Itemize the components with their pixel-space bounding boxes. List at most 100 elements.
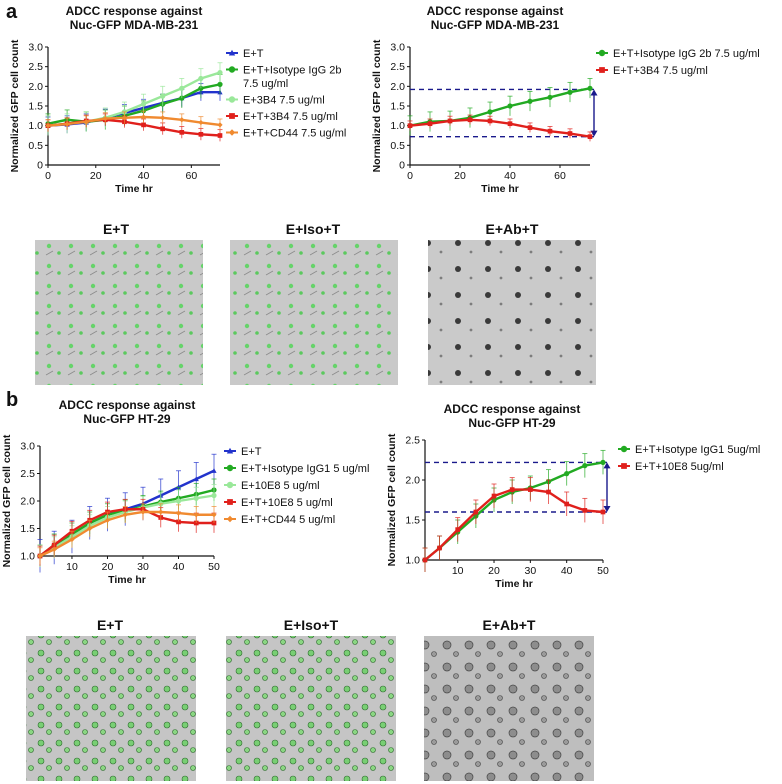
data-point: [567, 131, 573, 136]
data-point: [179, 85, 185, 91]
data-point: [193, 495, 199, 501]
y-tick-label: 2.5: [20, 468, 35, 480]
data-point: [140, 114, 147, 120]
legend-label: E+T+Isotype IgG 2b: [243, 65, 341, 77]
x-tick-label: 20: [488, 565, 500, 577]
x-tick-label: 60: [554, 170, 566, 182]
data-point: [158, 509, 164, 515]
y-tick-label: 0.5: [28, 140, 43, 152]
data-point: [51, 546, 57, 552]
y-tick-label: 1.0: [390, 120, 405, 132]
x-tick-label: 40: [561, 565, 573, 577]
series-line: [39, 494, 215, 558]
data-point: [587, 85, 593, 91]
legend-label: E+3B4 7.5 ug/ml: [243, 95, 325, 107]
y-tick-label: 1.0: [28, 120, 43, 132]
micrograph-b-et: [26, 636, 196, 781]
legend-marker: [228, 66, 236, 73]
data-point: [564, 501, 570, 507]
data-point: [527, 125, 533, 130]
y-axis-label: Normalized GFP cell count: [1, 434, 13, 567]
x-tick-label: 10: [452, 565, 464, 577]
legend-label: E+T+10E8 5 ug/ml: [241, 497, 333, 509]
y-tick-label: 2.0: [405, 475, 420, 487]
y-tick-label: 3.0: [28, 42, 43, 54]
series-line: [47, 115, 221, 127]
micrograph-b-label-2: E+Iso+T: [284, 617, 339, 633]
data-point: [547, 94, 553, 100]
x-tick-label: 20: [90, 170, 102, 182]
micrograph-a-ab: [428, 240, 596, 385]
y-tick-label: 1.5: [20, 523, 35, 535]
data-point: [160, 115, 166, 121]
data-point: [447, 118, 453, 124]
y-tick-label: 0: [37, 160, 43, 172]
x-tick-label: 50: [597, 565, 609, 577]
data-point: [160, 93, 166, 99]
x-tick-label: 50: [208, 561, 220, 573]
legend-label: E+T: [241, 446, 262, 458]
y-tick-label: 1.5: [390, 101, 405, 113]
panel-label-b: b: [6, 389, 18, 411]
micrograph-a-label-2: E+Iso+T: [286, 221, 341, 237]
y-tick-label: 2.5: [28, 61, 43, 73]
legend-marker: [228, 96, 236, 103]
data-point: [87, 525, 93, 532]
legend-label-continued: 7.5 ug/ml: [243, 78, 288, 90]
legend-label: E+T+3B4 7.5 ug/ml: [613, 65, 708, 77]
legend-marker: [226, 447, 234, 454]
legend-marker: [228, 129, 236, 136]
legend-label: E+T+Isotype IgG 2b 7.5 ug/ml: [613, 48, 760, 60]
legend-marker: [227, 499, 233, 505]
chart-title-line2: Nuc-GFP MDA-MB-231: [70, 18, 199, 32]
y-tick-label: 1.0: [405, 555, 420, 567]
legend-marker: [599, 67, 605, 73]
legend-marker: [226, 481, 234, 489]
legend-marker: [228, 49, 236, 56]
x-tick-label: 40: [173, 561, 185, 573]
y-tick-label: 3.0: [20, 441, 35, 453]
series-4: [45, 110, 223, 132]
data-point: [175, 510, 182, 516]
legend-marker: [621, 463, 627, 469]
y-tick-label: 2.0: [390, 81, 405, 93]
data-point: [582, 508, 588, 513]
data-point: [437, 545, 442, 551]
data-point: [507, 121, 513, 127]
data-point: [193, 476, 199, 482]
data-point: [407, 123, 413, 129]
x-tick-label: 30: [137, 561, 149, 573]
data-point: [102, 115, 108, 122]
series-1: [407, 114, 593, 142]
y-tick-label: 2.5: [390, 61, 405, 73]
chart-title-line1: ADCC response against: [66, 4, 203, 18]
x-tick-label: 0: [45, 170, 51, 182]
x-axis-label: Time hr: [108, 574, 146, 586]
x-tick-label: 40: [504, 170, 516, 182]
data-point: [564, 471, 570, 477]
series-line: [39, 510, 214, 558]
chart-title-line1: ADCC response against: [59, 398, 196, 412]
data-point: [141, 122, 146, 128]
x-tick-label: 30: [525, 565, 537, 577]
y-tick-label: 2.5: [405, 435, 420, 447]
data-point: [507, 103, 513, 109]
micrograph-b-label-3: E+Ab+T: [483, 617, 536, 633]
data-point: [422, 557, 428, 563]
series-4: [37, 503, 217, 565]
x-tick-label: 10: [66, 561, 78, 573]
legend-label: E+T+10E8 5ug/ml: [635, 461, 724, 473]
panel-label-a: a: [6, 1, 18, 23]
y-tick-label: 2.0: [20, 496, 35, 508]
legend-label: E+T+CD44 5 ug/ml: [241, 514, 335, 526]
data-point: [487, 118, 493, 124]
series-0: [422, 449, 606, 572]
legend-label: E+T: [243, 48, 264, 60]
micrograph-b-label-1: E+T: [97, 617, 124, 633]
data-point: [527, 98, 533, 104]
series-line: [424, 461, 604, 561]
data-point: [217, 69, 223, 76]
x-axis-label: Time hr: [115, 183, 153, 195]
